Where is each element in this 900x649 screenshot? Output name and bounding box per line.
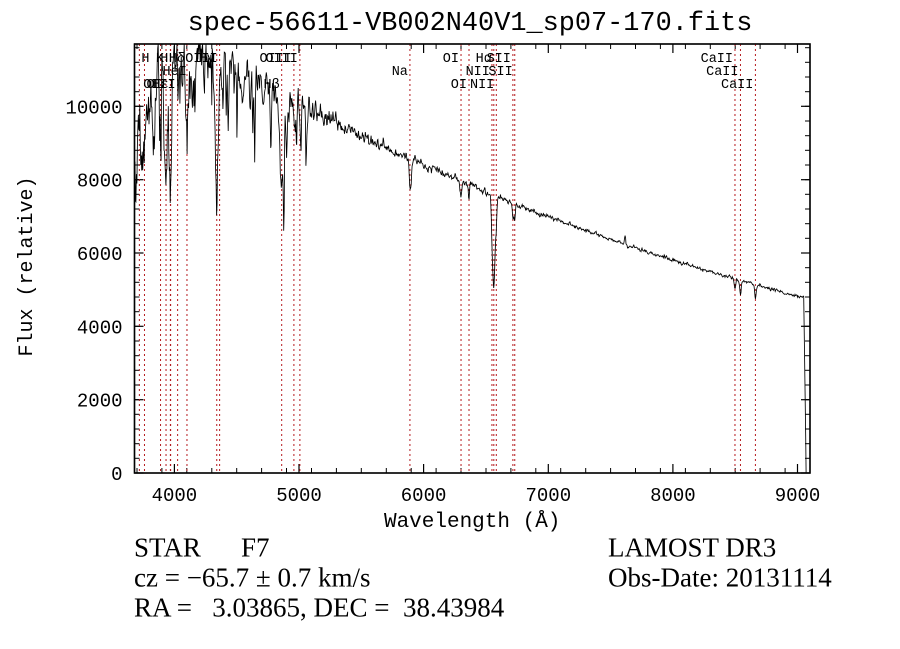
- svg-text:2000: 2000: [77, 391, 123, 413]
- svg-text:OIII: OIII: [265, 52, 297, 67]
- svg-text:8000: 8000: [77, 171, 123, 193]
- svg-text:0: 0: [111, 464, 122, 486]
- svg-text:4000: 4000: [152, 485, 198, 507]
- svg-text:10000: 10000: [65, 97, 122, 119]
- svg-text:5000: 5000: [276, 485, 322, 507]
- svg-text:F7: F7: [241, 532, 270, 562]
- svg-text:6000: 6000: [77, 244, 123, 266]
- svg-text:Obs-Date: 20131114: Obs-Date: 20131114: [608, 562, 832, 592]
- svg-text:Flux (relative): Flux (relative): [16, 176, 39, 356]
- svg-text:8000: 8000: [650, 485, 696, 507]
- svg-text:cz = −65.7 ± 0.7 km/s: cz = −65.7 ± 0.7 km/s: [134, 562, 371, 592]
- svg-text:RA = 3.03865, DEC = 38.4398: RA = 3.03865, DEC = 38.43984: [134, 592, 505, 622]
- svg-text:LAMOST DR3: LAMOST DR3: [608, 532, 776, 562]
- svg-text:H: H: [141, 52, 149, 67]
- svg-text:9000: 9000: [775, 485, 821, 507]
- svg-text:6000: 6000: [401, 485, 447, 507]
- svg-text:spec-56611-VB002N40V1_sp07-170: spec-56611-VB002N40V1_sp07-170.fits: [188, 9, 753, 39]
- svg-text:OI: OI: [443, 52, 459, 67]
- svg-text:Na: Na: [392, 65, 408, 80]
- svg-text:7000: 7000: [525, 485, 571, 507]
- svg-text:STAR: STAR: [134, 532, 201, 562]
- svg-text:NII: NII: [470, 78, 494, 93]
- svg-text:SII: SII: [488, 65, 512, 80]
- svg-text:Wavelength (Å): Wavelength (Å): [384, 511, 560, 534]
- svg-text:CaII: CaII: [721, 78, 753, 93]
- svg-text:4000: 4000: [77, 317, 123, 339]
- svg-text:OI: OI: [451, 78, 467, 93]
